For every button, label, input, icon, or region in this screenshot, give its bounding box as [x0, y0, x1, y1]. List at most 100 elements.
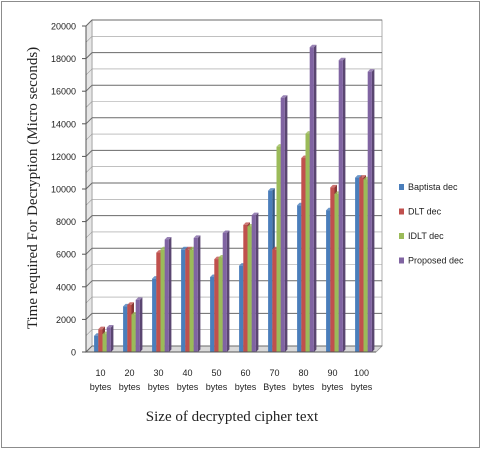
bar-face: [334, 193, 339, 352]
x-tick-label: 30: [153, 368, 163, 378]
legend-label: IDLT dec: [408, 231, 444, 241]
bar-face: [367, 71, 372, 352]
gridline-side: [85, 52, 93, 59]
legend-swatch: [399, 208, 404, 215]
bar-face: [330, 187, 335, 352]
y-tick-label: 8000: [56, 217, 76, 227]
y-tick-label: 14000: [51, 119, 76, 129]
bar-top: [135, 297, 143, 300]
bar-face: [185, 249, 190, 352]
legend-label: DLT dec: [408, 207, 442, 217]
legend-item: Baptista dec: [399, 182, 458, 192]
bars: [94, 44, 375, 352]
gridline-side: [85, 36, 93, 43]
bar-face: [218, 257, 223, 352]
bar-top: [251, 212, 259, 216]
bar-face: [102, 334, 107, 352]
x-tick-label-unit: bytes: [148, 382, 170, 392]
legend-swatch: [399, 233, 404, 239]
legend-item: DLT dec: [399, 207, 442, 217]
bar: [367, 69, 375, 352]
bar: [222, 230, 230, 352]
bar-top: [355, 175, 362, 178]
bar: [106, 325, 114, 352]
bar-top: [268, 188, 275, 191]
x-tick-label-unit: bytes: [119, 382, 141, 392]
legend-item: Proposed dec: [399, 256, 464, 266]
y-tick-label: 2000: [56, 315, 76, 325]
bar-top: [127, 302, 134, 305]
gridline-side: [85, 133, 93, 141]
x-tick-label: 100: [354, 368, 369, 378]
bar-face: [135, 299, 140, 352]
gridline-side: [85, 345, 93, 353]
bar-face: [268, 190, 273, 352]
bar: [135, 297, 143, 352]
x-tick-label-unit: bytes: [206, 382, 228, 392]
bar-face: [326, 210, 331, 352]
bar-face: [363, 179, 368, 352]
bar: [164, 237, 172, 352]
bar-top: [243, 222, 250, 225]
bar-top: [98, 326, 105, 330]
bar-face: [309, 47, 314, 352]
bar-top: [280, 95, 288, 98]
bar-side: [168, 237, 172, 352]
legend-swatch: [399, 257, 404, 264]
bar-face: [243, 224, 248, 352]
bar-face: [131, 314, 136, 352]
x-tick-label-unit: bytes: [322, 382, 344, 392]
gridline-side: [85, 231, 93, 239]
bar: [280, 95, 288, 352]
legend: Baptista dec DLT dec IDLT dec Proposed dec: [399, 182, 464, 266]
x-tick-label: 90: [327, 368, 337, 378]
bar-side: [371, 69, 375, 352]
bar-face: [297, 205, 302, 352]
bar-face: [106, 327, 111, 352]
bar-side: [197, 235, 201, 352]
bar-face: [152, 278, 157, 352]
bar-face: [214, 259, 219, 352]
x-tick-label-unit: bytes: [90, 382, 112, 392]
axes: 0 2000 4000 6000 8000 10000 12000 14000 16000 180…: [51, 22, 376, 392]
bar-face: [355, 177, 360, 352]
y-tick-label: 6000: [56, 250, 76, 260]
legend-swatch: [399, 184, 404, 190]
gridline-side: [85, 117, 93, 125]
x-tick-label-unit: bytes: [235, 382, 257, 392]
bar-side: [110, 325, 114, 352]
x-tick-label: 50: [211, 368, 221, 378]
y-tick-label: 10000: [51, 185, 76, 195]
bar-top: [193, 235, 201, 238]
x-tick-label: 40: [182, 368, 192, 378]
y-tick-label: 12000: [51, 152, 76, 162]
bar-top: [106, 325, 114, 328]
x-tick-label: 80: [298, 368, 308, 378]
gridline-side: [85, 313, 93, 320]
bar-side: [139, 297, 143, 352]
bar-side: [313, 44, 317, 352]
x-tick-label: 60: [240, 368, 250, 378]
bar: [338, 57, 346, 352]
bar-face: [272, 249, 277, 352]
gridline-side: [85, 150, 93, 157]
bar-face: [193, 237, 198, 352]
y-tick-label: 20000: [51, 22, 76, 32]
bar-top: [367, 69, 375, 72]
bar: [193, 235, 201, 352]
bar-top: [330, 184, 337, 188]
gridline-side: [85, 166, 93, 173]
bar-side: [342, 57, 346, 352]
legend-label: Proposed dec: [408, 256, 464, 266]
bar-top: [222, 230, 230, 234]
bar: [251, 212, 259, 352]
bar-face: [210, 277, 215, 352]
gridline-side: [85, 264, 93, 271]
gridline-side: [85, 84, 93, 92]
bar-face: [181, 249, 186, 352]
y-tick-label: 18000: [51, 54, 76, 64]
bar: [309, 44, 317, 352]
x-tick-label: 70: [269, 368, 279, 378]
x-tick-label: 10: [95, 368, 105, 378]
